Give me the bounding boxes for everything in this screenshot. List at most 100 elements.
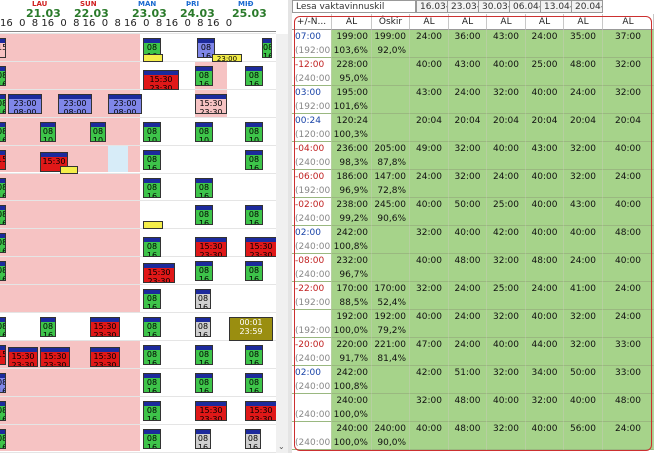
shift-block[interactable]: 08 16 bbox=[195, 317, 211, 337]
week-hours-cell[interactable]: 20:04 bbox=[564, 114, 603, 142]
balance-cell[interactable]: -04:00 (240:00) bbox=[292, 142, 332, 170]
shift-block[interactable]: 15:30 23:30 bbox=[195, 400, 227, 421]
week-hours-cell[interactable]: 48:00 bbox=[449, 254, 487, 282]
shift-block[interactable]: 08 16 bbox=[0, 428, 6, 449]
shift-block[interactable]: 08 16 bbox=[143, 317, 161, 337]
column-header[interactable]: AL bbox=[603, 14, 654, 30]
week-hours-cell[interactable]: 44:00 bbox=[526, 338, 564, 366]
week-hours-cell[interactable]: 48:00 bbox=[526, 254, 564, 282]
shift-block[interactable]: 15:30 23:30 bbox=[143, 69, 179, 90]
week-hours-cell[interactable]: 40:00 bbox=[603, 198, 654, 226]
shift-block[interactable]: 08 16 bbox=[245, 372, 263, 393]
wish-hours-cell[interactable]: 192:00 79,2% bbox=[372, 310, 410, 338]
total-hours-cell[interactable]: 195:00 101,6% bbox=[332, 86, 372, 114]
balance-cell[interactable]: -06:00 (192:00) bbox=[292, 170, 332, 198]
week-hours-cell[interactable]: 32:00 bbox=[410, 226, 449, 254]
week-hours-cell[interactable]: 24:00 bbox=[449, 282, 487, 310]
shift-block[interactable]: 15:30 23:30 bbox=[90, 346, 120, 367]
week-hours-cell[interactable]: 40:00 bbox=[410, 422, 449, 450]
shift-block[interactable]: 15:30 23:30 bbox=[195, 93, 227, 114]
shift-strip[interactable] bbox=[60, 165, 78, 174]
week-hours-cell[interactable]: 20:04 bbox=[449, 114, 487, 142]
shift-block[interactable]: 08 16 bbox=[195, 261, 213, 282]
vertical-scrollbar[interactable]: ⌄ bbox=[276, 34, 288, 453]
shift-block[interactable]: 08 16 bbox=[143, 149, 161, 170]
shift-block[interactable]: 08 16 bbox=[0, 93, 6, 114]
week-hours-cell[interactable]: 42:00 bbox=[410, 366, 449, 394]
week-hours-cell[interactable]: 25:00 bbox=[526, 58, 564, 86]
week-hours-cell[interactable]: 40:00 bbox=[526, 198, 564, 226]
week-hours-cell[interactable]: 40:00 bbox=[410, 198, 449, 226]
week-hours-cell[interactable]: 32:00 bbox=[564, 338, 603, 366]
week-hours-cell[interactable]: 51:00 bbox=[449, 366, 487, 394]
shift-block[interactable]: 08 16 bbox=[195, 289, 211, 310]
balance-cell[interactable]: (240:00) bbox=[292, 394, 332, 422]
shift-block[interactable]: 08 16 bbox=[245, 205, 263, 226]
shift-block[interactable]: 08 16 bbox=[245, 428, 261, 449]
week-hours-cell[interactable]: 40:00 bbox=[564, 226, 603, 254]
column-header[interactable]: Óskir bbox=[372, 14, 410, 30]
total-hours-cell[interactable]: 170:00 88,5% bbox=[332, 282, 372, 310]
week-hours-cell[interactable]: 32:00 bbox=[487, 86, 526, 114]
week-hours-cell[interactable]: 32:00 bbox=[603, 86, 654, 114]
week-hours-cell[interactable]: 33:00 bbox=[603, 338, 654, 366]
balance-cell[interactable]: 03:00 (192:00) bbox=[292, 86, 332, 114]
tab-week-1[interactable]: 16.03-... bbox=[416, 0, 448, 13]
week-hours-cell[interactable]: 24:00 bbox=[410, 170, 449, 198]
balance-cell[interactable]: -20:00 (240:00) bbox=[292, 338, 332, 366]
week-hours-cell[interactable]: 32:00 bbox=[564, 310, 603, 338]
tab-week-5[interactable]: 13.04-... bbox=[540, 0, 572, 13]
shift-block[interactable]: 08 16 bbox=[195, 344, 213, 365]
week-hours-cell[interactable]: 24:00 bbox=[603, 282, 654, 310]
week-hours-cell[interactable]: 43:00 bbox=[487, 30, 526, 58]
week-hours-cell[interactable]: 40:00 bbox=[564, 394, 603, 422]
week-hours-cell[interactable]: 48:00 bbox=[603, 226, 654, 254]
balance-cell[interactable]: (240:00) bbox=[292, 422, 332, 450]
schedule-panel[interactable]: LAU 21.03 SUN 22.03 MÁN 23.03 ÞRI 24.03 MIÐ 25.03… bbox=[0, 0, 288, 453]
shift-block[interactable]: 08 16 bbox=[245, 261, 263, 282]
week-hours-cell[interactable]: 24:00 bbox=[526, 282, 564, 310]
week-hours-cell[interactable]: 32:00 bbox=[564, 170, 603, 198]
shift-block[interactable]: 08 16 bbox=[143, 428, 161, 449]
shift-block[interactable]: 15:30 23:30 bbox=[8, 346, 38, 367]
week-hours-cell[interactable]: 42:00 bbox=[487, 226, 526, 254]
total-hours-cell[interactable]: 242:00 100,8% bbox=[332, 226, 372, 254]
shift-block[interactable]: 08 10 bbox=[90, 121, 106, 142]
total-hours-cell[interactable]: 120:24 100,3% bbox=[332, 114, 372, 142]
shift-block[interactable]: 08 16 bbox=[0, 177, 6, 198]
tab-week-4[interactable]: 06.04-... bbox=[509, 0, 541, 13]
week-hours-cell[interactable]: 40:00 bbox=[603, 254, 654, 282]
shift-block[interactable]: 15:30 bbox=[0, 38, 6, 58]
tab-read-shifts[interactable]: Lesa vaktavinnuskil bbox=[292, 0, 416, 13]
week-hours-cell[interactable]: 32:00 bbox=[410, 282, 449, 310]
total-hours-cell[interactable]: 240:00 100,0% bbox=[332, 422, 372, 450]
balance-cell[interactable]: 07:00 (192:00) bbox=[292, 30, 332, 58]
wish-hours-cell[interactable]: 170:00 52,4% bbox=[372, 282, 410, 310]
week-hours-cell[interactable]: 40:00 bbox=[487, 394, 526, 422]
week-hours-cell[interactable]: 24:00 bbox=[603, 310, 654, 338]
shift-block[interactable]: 08 16 bbox=[143, 344, 161, 365]
week-hours-cell[interactable]: 32:00 bbox=[603, 58, 654, 86]
wish-hours-cell[interactable]: 205:00 87,8% bbox=[372, 142, 410, 170]
week-hours-cell[interactable]: 40:00 bbox=[526, 226, 564, 254]
total-hours-cell[interactable]: 240:00 100,0% bbox=[332, 394, 372, 422]
shift-block[interactable]: 15:30 23:30 bbox=[143, 263, 175, 284]
shift-block[interactable]: 15:30 bbox=[0, 149, 6, 170]
total-hours-cell[interactable]: 186:00 96,9% bbox=[332, 170, 372, 198]
total-hours-cell[interactable]: 220:00 91,7% bbox=[332, 338, 372, 366]
week-hours-cell[interactable]: 43:00 bbox=[526, 142, 564, 170]
balance-cell[interactable]: -02:00 (240:00) bbox=[292, 198, 332, 226]
shift-block[interactable]: 23:00 08:00 bbox=[108, 93, 142, 114]
week-hours-cell[interactable]: 40:00 bbox=[410, 310, 449, 338]
week-hours-cell[interactable]: 24:00 bbox=[564, 86, 603, 114]
week-hours-cell[interactable]: 33:00 bbox=[603, 366, 654, 394]
wish-hours-cell[interactable]: 240:00 90,0% bbox=[372, 422, 410, 450]
shift-block[interactable]: 23:00 08:00 bbox=[8, 93, 42, 114]
shift-block[interactable]: 23:00 08:00 bbox=[58, 93, 92, 114]
week-hours-cell[interactable]: 32:00 bbox=[449, 142, 487, 170]
wish-hours-cell[interactable] bbox=[372, 226, 410, 254]
balance-cell[interactable]: -12:00 (240:00) bbox=[292, 58, 332, 86]
week-hours-cell[interactable]: 48:00 bbox=[564, 58, 603, 86]
week-hours-cell[interactable]: 36:00 bbox=[449, 30, 487, 58]
week-hours-cell[interactable]: 40:00 bbox=[487, 142, 526, 170]
